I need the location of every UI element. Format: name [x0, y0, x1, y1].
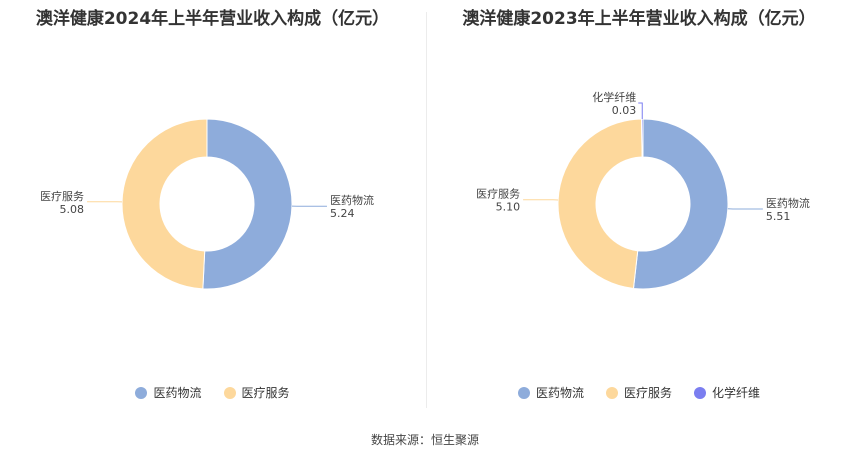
slice-2023-0 [632, 118, 729, 290]
chart-title-2024: 澳洋健康2024年上半年营业收入构成（亿元） [35, 9, 390, 29]
data-source: 数据来源：恒生聚源 [370, 433, 479, 447]
leader-line [638, 102, 643, 120]
legend-item[interactable]: 化学纤维 [694, 384, 760, 401]
legend-label: 医疗服务 [241, 386, 290, 400]
legend-label: 医药物流 [535, 386, 584, 400]
legend-item[interactable]: 医疗服务 [605, 384, 672, 401]
legend-swatch [605, 386, 618, 399]
legend-swatch [223, 386, 236, 399]
legend-label: 化学纤维 [712, 386, 761, 400]
slice-label: 医疗服务 [476, 187, 520, 201]
legend-item[interactable]: 医药物流 [517, 384, 584, 401]
legend-item[interactable]: 医疗服务 [223, 384, 290, 401]
slice-2024-0 [202, 118, 293, 290]
slice-value: 5.10 [496, 201, 521, 214]
slice-label: 医药物流 [766, 196, 810, 210]
legend-label: 医药物流 [153, 386, 202, 400]
chart-2023-panel: 澳洋健康2023年上半年营业收入构成（亿元） 医药物流 5.51 医疗服务 5.10 化… [428, 0, 850, 410]
slice-value: 5.08 [60, 203, 85, 216]
slice-value: 5.24 [330, 207, 355, 220]
divider [426, 12, 427, 408]
chart-title-2023: 澳洋健康2023年上半年营业收入构成（亿元） [462, 9, 816, 29]
slice-label: 医疗服务 [40, 189, 84, 203]
slice-label: 化学纤维 [592, 90, 636, 104]
slice-value: 5.51 [766, 210, 791, 223]
legend-item[interactable]: 医药物流 [135, 384, 202, 401]
slice-2023-1 [557, 118, 643, 290]
legend-2023: 医药物流 医疗服务 化学纤维 [428, 384, 850, 401]
slice-label: 医药物流 [330, 193, 374, 207]
slice-value: 0.03 [612, 104, 637, 117]
legend-swatch [135, 386, 148, 399]
legend-swatch [517, 386, 530, 399]
legend-swatch [694, 386, 706, 399]
legend-2024: 医药物流 医疗服务 [0, 384, 425, 401]
slice-2024-1 [121, 118, 208, 290]
slice-2023-2 [640, 118, 644, 158]
legend-label: 医疗服务 [623, 386, 672, 400]
chart-2024-panel: 澳洋健康2024年上半年营业收入构成（亿元） 医药物流 5.24 医疗服务 5.08 … [0, 0, 425, 410]
